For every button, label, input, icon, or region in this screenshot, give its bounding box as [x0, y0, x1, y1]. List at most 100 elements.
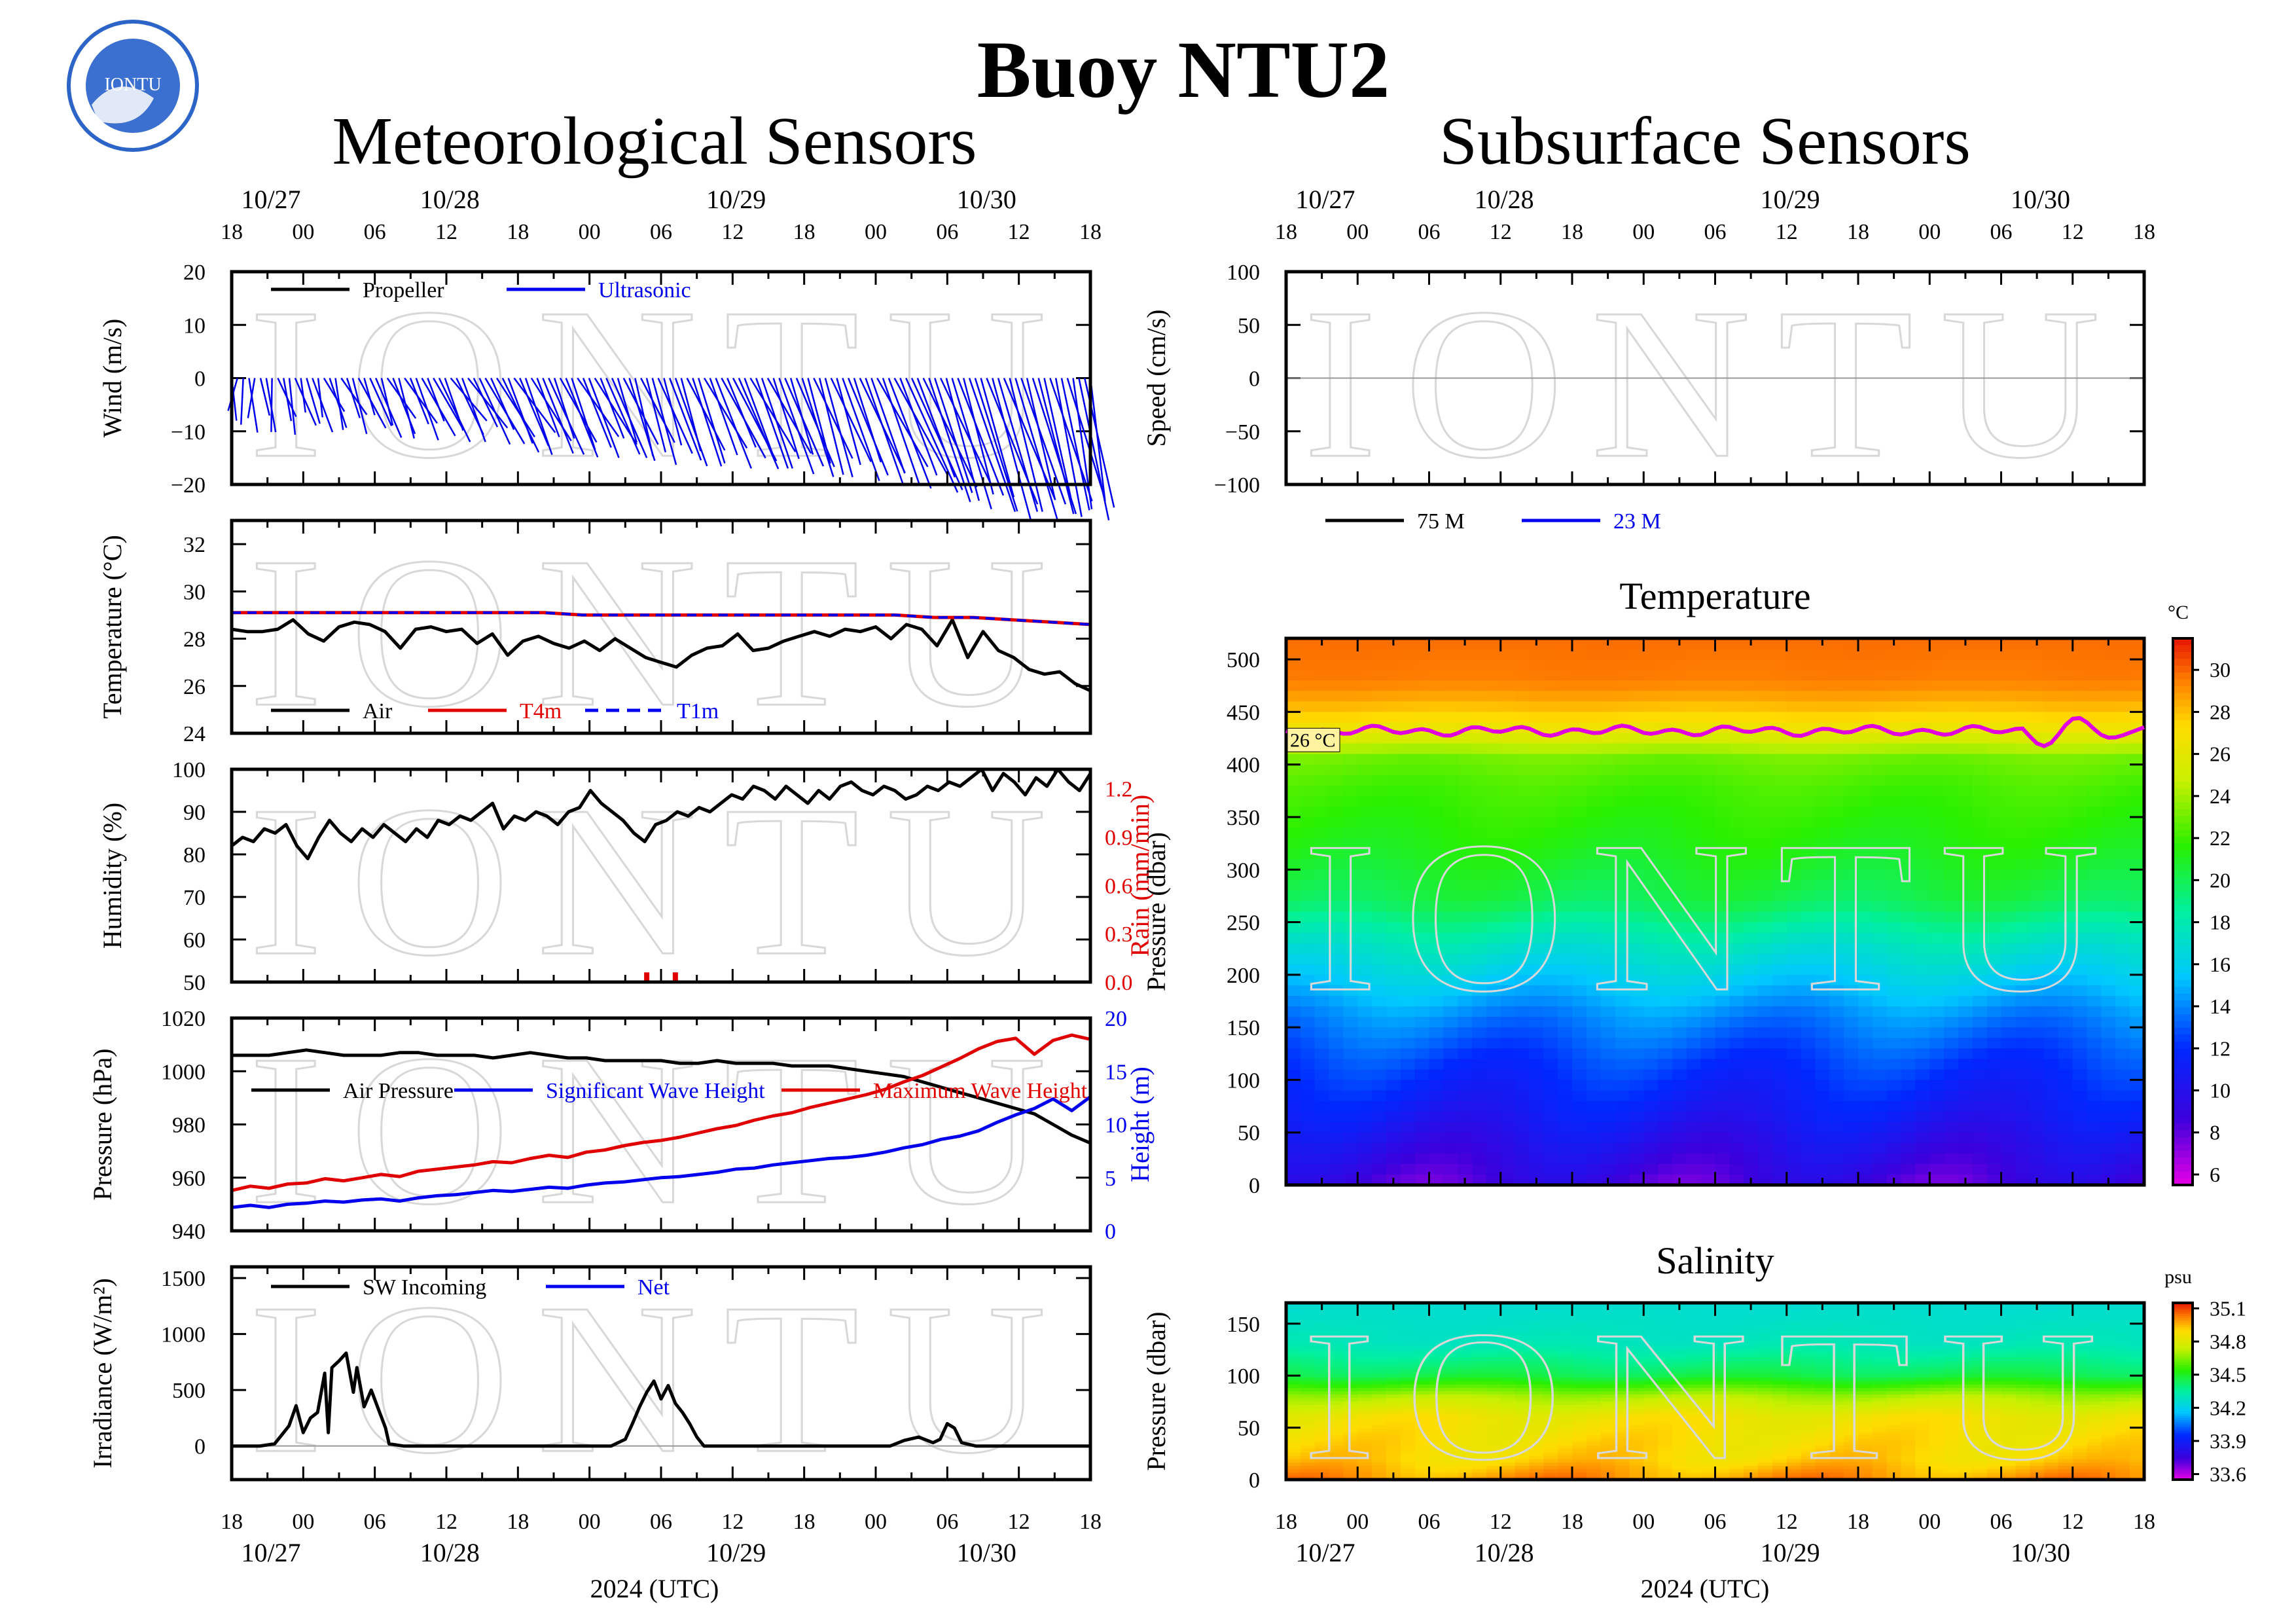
temp-section-cell: [1314, 964, 1330, 976]
temp-section-cell: [2001, 670, 2017, 682]
temp-section-colorbar-cell: [2173, 1171, 2193, 1179]
temp-section-cell: [1729, 649, 1745, 661]
temp-section-cell: [1929, 649, 1945, 661]
wind-stick: [1003, 378, 1056, 501]
temp-section-cell: [1386, 1090, 1401, 1102]
temp-section-cell: [1729, 659, 1745, 671]
temp-section-cell: [1472, 785, 1487, 797]
temp-section-cell: [1815, 1111, 1831, 1123]
temp-section-cell: [1686, 649, 1702, 661]
temp-section-cell: [1414, 649, 1430, 661]
temp-section-cell: [1386, 701, 1401, 713]
temp-section-cell: [1786, 691, 1802, 702]
temp-section-cell: [1429, 754, 1444, 765]
temp-section-cell: [1443, 890, 1459, 902]
temp-section-cell: [1400, 1142, 1416, 1154]
temp-section-cell: [2115, 638, 2131, 650]
temp-section-cell: [1986, 1101, 2002, 1112]
temp-section-cell: [1700, 764, 1716, 776]
temp-section-colorbar-cell: [2173, 699, 2193, 708]
temp-section-cell: [1515, 1038, 1530, 1049]
temp-section-cell: [1543, 1048, 1559, 1060]
humidity-ylabel: Humidity (%): [98, 803, 127, 949]
temp-section-cell: [1715, 785, 1731, 797]
wind-stick: [248, 378, 259, 433]
wind-stick: [450, 377, 488, 422]
temp-section-cell: [1329, 848, 1344, 860]
temp-section-cell: [1400, 670, 1416, 682]
temp-section-cell: [1515, 1017, 1530, 1029]
temp-section-cell: [1458, 974, 1473, 986]
temp-section-cell: [1472, 659, 1487, 671]
temp-section-cell: [1572, 649, 1587, 661]
temp-section-cell: [2115, 1122, 2131, 1133]
temp-section-cell: [1615, 1132, 1630, 1144]
temp-section-cell: [1615, 1059, 1630, 1070]
humidity-line: [230, 767, 1092, 860]
temp-section-cell: [1443, 1059, 1459, 1070]
temp-section-cell: [2030, 775, 2045, 786]
temp-section-cell: [1472, 775, 1487, 786]
temp-section-cell: [1400, 733, 1416, 744]
temp-section-cell: [1543, 901, 1559, 913]
temp-section-cell: [1915, 1048, 1931, 1060]
temp-section-cell: [1700, 1122, 1716, 1133]
temp-section-cell: [1286, 985, 1301, 996]
temp-section-cell: [1901, 1132, 1916, 1144]
temp-section-cell: [1343, 848, 1359, 860]
wind-stick: [680, 378, 702, 452]
temp-section-cell: [1829, 691, 1845, 702]
temp-section-cell: [2087, 1122, 2102, 1133]
temp-section-cell: [1786, 1111, 1802, 1123]
temp-section-cell: [1500, 649, 1516, 661]
temp-section-cell: [1844, 1080, 1859, 1091]
right-top-axis-date-label: 10/27: [1295, 185, 1355, 214]
temp-section-cell: [1286, 859, 1301, 871]
temp-section-cell: [1543, 817, 1559, 829]
temp-section-cell: [1629, 754, 1645, 765]
temp-section-cell: [1300, 785, 1316, 797]
temp-section-cell: [2087, 1059, 2102, 1070]
temp-section-cell: [2087, 691, 2102, 702]
temp-section-cell: [1929, 1153, 1945, 1165]
temp-section-cell: [1543, 880, 1559, 892]
temp-section-cell: [2044, 701, 2059, 713]
temp-section-cell: [1986, 670, 2002, 682]
temp-section-cell: [1486, 985, 1501, 996]
speed-ytick-label: −100: [1214, 473, 1260, 498]
temp-section-cell: [1400, 638, 1416, 650]
temp-section-cell: [2015, 1163, 2031, 1175]
temp-section-cell: [1357, 1132, 1373, 1144]
temp-section-ytick-label: 500: [1227, 648, 1260, 672]
temp-section-cell: [2015, 1069, 2031, 1081]
temp-section-cell: [1686, 775, 1702, 786]
temp-section-cell: [1386, 754, 1401, 765]
temp-section-cell: [1343, 764, 1359, 776]
temp-section-cell: [1357, 1174, 1373, 1186]
temp-section-cell: [2101, 680, 2117, 692]
temp-section-cell: [2015, 1111, 2031, 1123]
temp-section-cell: [1486, 1080, 1501, 1091]
temp-section-cell: [1400, 712, 1416, 723]
temp-section-cell: [2087, 785, 2102, 797]
temp-section-cell: [1872, 701, 1888, 713]
wind-stick: [870, 378, 906, 474]
temp-section-cell: [1729, 733, 1745, 744]
temp-section-cell: [2001, 701, 2017, 713]
temp-section-colorbar-cell: [2173, 822, 2193, 831]
temp-section-cell: [1314, 880, 1330, 892]
temp-section-cell: [1772, 659, 1787, 671]
temp-section-cell: [1558, 1038, 1573, 1049]
temp-section-cell: [1357, 659, 1373, 671]
temp-section-cell: [2072, 670, 2088, 682]
temp-section-cell: [1386, 1142, 1401, 1154]
temp-section-cell: [1700, 754, 1716, 765]
temp-section-cell: [1486, 733, 1501, 744]
temp-section-cell: [1429, 785, 1444, 797]
temp-section-cell: [1615, 1153, 1630, 1165]
temp-section-cell: [1672, 680, 1687, 692]
temp-section-cell: [1500, 1069, 1516, 1081]
temp-section-cell: [1472, 922, 1487, 934]
temp-section-cell: [1700, 659, 1716, 671]
temp-section-cell: [1386, 1153, 1401, 1165]
